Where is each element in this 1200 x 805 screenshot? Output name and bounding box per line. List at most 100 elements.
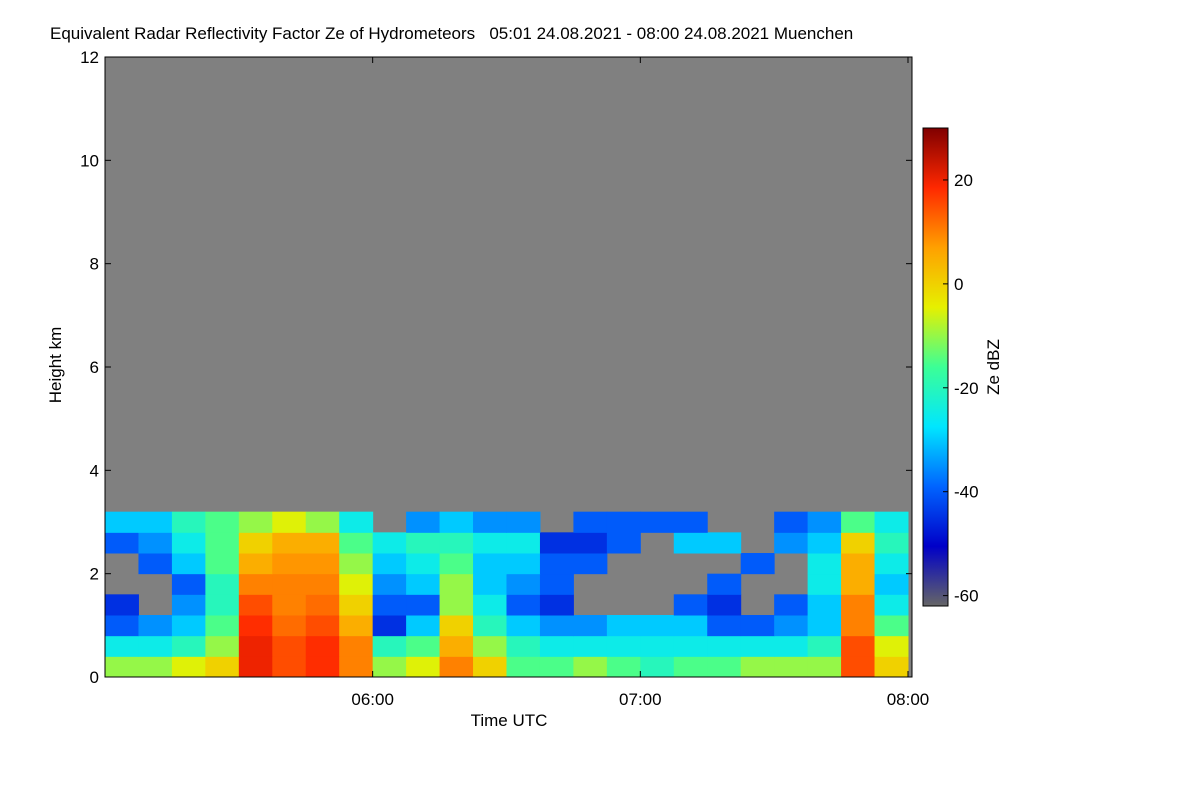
- heatmap-cell: [841, 553, 876, 575]
- heatmap-cell: [272, 573, 307, 595]
- heatmap-cell: [105, 656, 139, 678]
- heatmap-cell: [807, 635, 842, 657]
- heatmap-cell: [539, 656, 574, 678]
- heatmap-cell: [205, 656, 240, 678]
- heatmap-cell: [707, 656, 742, 678]
- heatmap-cell: [205, 594, 240, 616]
- heatmap-cell: [539, 635, 574, 657]
- colorbar: [922, 127, 949, 607]
- heatmap-cell: [774, 635, 809, 657]
- heatmap-cell: [473, 553, 507, 575]
- heatmap-cell: [473, 615, 507, 637]
- heatmap-cell: [640, 615, 675, 637]
- heatmap-cell: [372, 573, 407, 595]
- heatmap-cell: [406, 553, 441, 575]
- heatmap-cell: [272, 511, 307, 533]
- heatmap-cell: [439, 635, 474, 657]
- heatmap-cell: [406, 635, 441, 657]
- heatmap-cell: [439, 615, 474, 637]
- heatmap-cell: [473, 635, 507, 657]
- heatmap-cell: [841, 573, 876, 595]
- heatmap-cell: [272, 615, 307, 637]
- heatmap-cell: [774, 511, 809, 533]
- heatmap-cell: [774, 594, 809, 616]
- y-tick-label: 6: [90, 358, 99, 377]
- x-tick-label: 07:00: [619, 690, 662, 709]
- heatmap-cell: [673, 615, 708, 637]
- heatmap-cell: [205, 635, 240, 657]
- heatmap-cell: [874, 553, 909, 575]
- heatmap-cell: [372, 553, 407, 575]
- heatmap-cell: [740, 553, 775, 575]
- heatmap-cell: [573, 553, 608, 575]
- heatmap-cell: [305, 511, 340, 533]
- heatmap-cell: [171, 615, 206, 637]
- heatmap-cell: [171, 553, 206, 575]
- heatmap-cell: [238, 615, 273, 637]
- heatmap-cell: [807, 594, 842, 616]
- y-tick-label: 2: [90, 565, 99, 584]
- heatmap-cell: [573, 511, 608, 533]
- heatmap-cell: [707, 594, 742, 616]
- heatmap-cell: [138, 511, 173, 533]
- heatmap-cell: [305, 635, 340, 657]
- heatmap-cell: [272, 656, 307, 678]
- heatmap-cell: [238, 635, 273, 657]
- heatmap-cell: [874, 656, 909, 678]
- y-tick-label: 12: [80, 48, 99, 67]
- heatmap-cell: [473, 656, 507, 678]
- heatmap-cell: [606, 511, 641, 533]
- heatmap-cell: [439, 594, 474, 616]
- heatmap-cell: [539, 553, 574, 575]
- heatmap-cell: [874, 511, 909, 533]
- heatmap-cell: [874, 573, 909, 595]
- heatmap-cell: [406, 615, 441, 637]
- colorbar-tick-label: -60: [954, 587, 979, 606]
- heatmap-cell: [473, 594, 507, 616]
- heatmap-cell: [406, 573, 441, 595]
- heatmap-cell: [305, 615, 340, 637]
- x-tick-label: 08:00: [887, 690, 930, 709]
- heatmap-cell: [205, 511, 240, 533]
- heatmap-cell: [272, 532, 307, 554]
- heatmap-cell: [673, 656, 708, 678]
- heatmap-cell: [740, 615, 775, 637]
- heatmap-cell: [238, 511, 273, 533]
- heatmap-cell: [339, 553, 374, 575]
- heatmap-cell: [506, 511, 541, 533]
- heatmap-cell: [372, 635, 407, 657]
- heatmap-cell: [506, 553, 541, 575]
- heatmap-cell: [305, 594, 340, 616]
- heatmap-cell: [439, 656, 474, 678]
- heatmap-cell: [740, 656, 775, 678]
- heatmap-cell: [874, 615, 909, 637]
- heatmap-cell: [506, 532, 541, 554]
- heatmap-cell: [372, 615, 407, 637]
- heatmap-cell: [774, 656, 809, 678]
- heatmap-cell: [339, 656, 374, 678]
- heatmap-cell: [205, 573, 240, 595]
- heatmap-cell: [874, 532, 909, 554]
- heatmap-cell: [841, 532, 876, 554]
- heatmap-cell: [573, 532, 608, 554]
- heatmap-cell: [874, 594, 909, 616]
- heatmap-cell: [807, 532, 842, 554]
- heatmap-cell: [606, 615, 641, 637]
- x-tick-label: 06:00: [351, 690, 394, 709]
- heatmap-cell: [105, 615, 139, 637]
- chart-title: Equivalent Radar Reflectivity Factor Ze …: [50, 24, 853, 43]
- heatmap-cell: [439, 573, 474, 595]
- heatmap-cell: [339, 532, 374, 554]
- heatmap-cell: [439, 532, 474, 554]
- heatmap-cell: [807, 553, 842, 575]
- colorbar-tick-label: -40: [954, 483, 979, 502]
- heatmap-cell: [238, 594, 273, 616]
- heatmap-cell: [372, 656, 407, 678]
- heatmap-cell: [506, 594, 541, 616]
- colorbar-label: Ze dBZ: [984, 339, 1003, 395]
- heatmap-cell: [506, 656, 541, 678]
- heatmap-cell: [539, 573, 574, 595]
- heatmap-cell: [606, 635, 641, 657]
- heatmap-cell: [841, 511, 876, 533]
- heatmap-cell: [105, 511, 139, 533]
